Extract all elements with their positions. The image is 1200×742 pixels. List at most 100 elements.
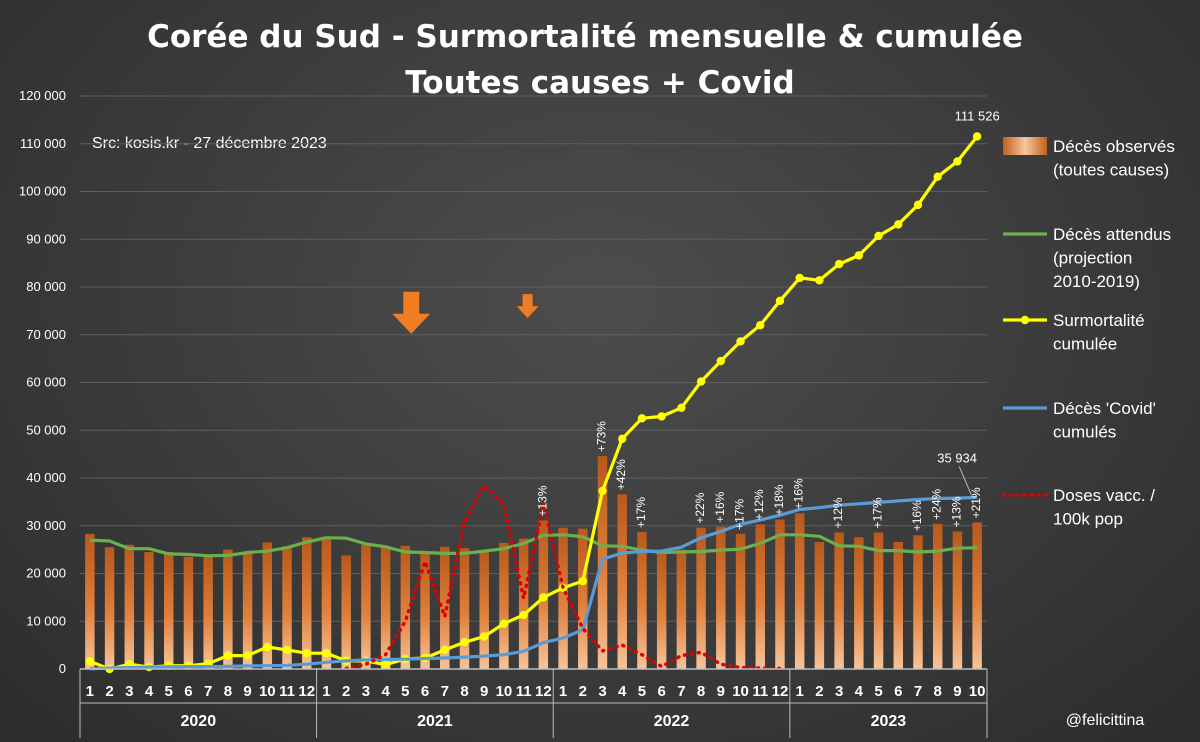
leader-line (958, 466, 972, 495)
x-tick-label: 7 (677, 683, 685, 700)
excess-mortality-point (243, 651, 252, 660)
legend-label: (toutes causes) (1053, 161, 1169, 180)
legend: Décès observés (toutes causes) Décès atten… (1001, 137, 1175, 529)
covid-cumulative-line (89, 495, 978, 671)
x-tick-label: 9 (953, 683, 961, 700)
x-tick-label: 1 (322, 683, 330, 700)
bar-observed-deaths (735, 533, 746, 669)
bar-percent-label: +17% (871, 497, 885, 528)
data-labels: +13% +73% +42% +17% +22% +16% +17% +12% +18% +16%… (535, 108, 999, 531)
x-tick-label: 5 (401, 683, 409, 700)
bar-observed-deaths (617, 494, 627, 669)
x-tick-label: 9 (717, 683, 725, 700)
x-tick-label: 1 (796, 683, 804, 700)
bar-percent-label: +21% (969, 487, 983, 518)
excess-mortality-point (263, 642, 272, 652)
y-tick-label: 0 (59, 661, 66, 676)
x-tick-label: 10 (496, 683, 513, 700)
year-label: 2022 (654, 713, 690, 730)
excess-mortality-point (657, 412, 666, 421)
legend-label: Surmortalité (1053, 311, 1145, 330)
y-tick-label: 70 000 (26, 327, 66, 342)
legend-label: 2010-2019) (1053, 272, 1140, 291)
bar-observed-deaths (203, 556, 213, 669)
legend-label: cumulés (1053, 423, 1116, 442)
bar-observed-deaths (893, 541, 904, 669)
bar-observed-deaths (637, 531, 647, 669)
x-tick-label: 1 (86, 683, 94, 700)
year-label: 2020 (181, 713, 217, 730)
bar-observed-deaths (420, 551, 430, 669)
bar-observed-deaths (183, 556, 194, 669)
bar-percent-label: +16% (792, 478, 806, 509)
grid-lines (80, 95, 987, 670)
x-tick-label: 2 (105, 683, 113, 700)
excess-mortality-point (539, 593, 548, 602)
bar-observed-deaths (814, 541, 825, 669)
legend-swatch-bars (1003, 137, 1047, 155)
excess-mortality-point (795, 273, 804, 283)
excess-mortality-point (282, 645, 292, 655)
bar-observed-deaths (716, 526, 726, 669)
y-tick-label: 100 000 (19, 184, 66, 199)
x-tick-label: 3 (598, 683, 606, 700)
bar-observed-deaths (144, 552, 154, 669)
x-tick-label: 8 (697, 683, 705, 700)
x-tick-label: 10 (259, 683, 276, 700)
bar-observed-deaths (952, 531, 963, 669)
x-tick-label: 5 (165, 683, 173, 700)
bar-observed-deaths (578, 528, 588, 669)
x-tick-label: 12 (535, 683, 552, 700)
bar-observed-deaths (656, 551, 667, 669)
bar-percent-label: +18% (772, 484, 786, 515)
bar-observed-deaths (518, 538, 529, 669)
excess-mortality-point (578, 576, 587, 586)
legend-label: Doses vacc. / (1053, 486, 1155, 505)
bar-observed-deaths (558, 527, 568, 669)
y-tick-label: 50 000 (26, 422, 66, 437)
bar-observed-deaths (854, 537, 864, 669)
y-tick-label: 30 000 (26, 518, 66, 533)
y-tick-label: 60 000 (26, 375, 66, 390)
excess-mortality-point (874, 231, 883, 241)
bar-observed-deaths (775, 519, 785, 669)
bar-percent-label: +12% (831, 497, 845, 528)
excess-mortality-point (381, 660, 390, 669)
bar-observed-deaths (262, 542, 273, 669)
bar-observed-deaths (913, 535, 923, 669)
y-tick-label: 110 000 (20, 136, 66, 151)
bar-observed-deaths (479, 551, 489, 669)
excess-mortality-point (677, 403, 686, 413)
x-tick-label: 8 (224, 683, 232, 700)
x-tick-label: 5 (638, 683, 646, 700)
x-tick-label: 1 (559, 683, 567, 700)
x-tick-label: 4 (855, 683, 864, 700)
excess-mortality-point (736, 337, 745, 346)
excess-mortality-point (854, 251, 864, 260)
bar-observed-deaths (302, 537, 312, 669)
bar-observed-deaths (873, 532, 884, 669)
bar-observed-deaths (696, 527, 706, 669)
x-tick-label: 5 (874, 683, 882, 700)
bar-observed-deaths (104, 547, 115, 669)
legend-label: cumulée (1053, 335, 1117, 354)
bar-observed-deaths (223, 549, 233, 669)
bar-percent-label: +17% (634, 497, 648, 528)
x-tick-label: 3 (362, 683, 370, 700)
x-tick-label: 6 (894, 683, 902, 700)
x-tick-label: 9 (480, 683, 488, 700)
excess-mortality-point (460, 638, 469, 647)
x-tick-label: 4 (381, 683, 390, 700)
bar-percent-label: +73% (595, 421, 609, 452)
bar-percent-label: +13% (949, 496, 963, 527)
x-tick-label: 10 (732, 683, 749, 700)
x-tick-label: 3 (125, 683, 133, 700)
legend-marker-excess (1020, 315, 1030, 325)
bar-observed-deaths (440, 546, 450, 669)
bar-observed-deaths (834, 532, 844, 669)
x-tick-label: 2 (579, 683, 587, 700)
x-tick-label: 11 (279, 683, 295, 700)
excess-mortality-point (519, 610, 528, 620)
